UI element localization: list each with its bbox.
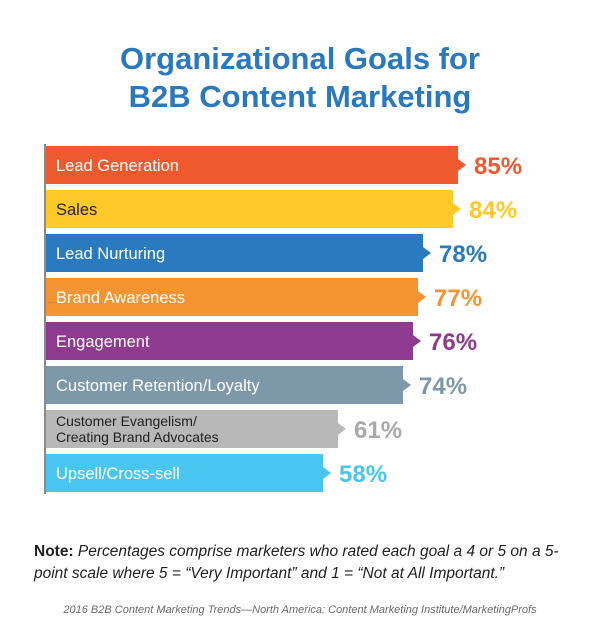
note-text: Percentages comprise marketers who rated… [34, 543, 559, 582]
category-label-4: Brand Awareness [56, 289, 185, 307]
category-label-7: Customer Evangelism/Creating Brand Advoc… [56, 413, 219, 445]
bar-2 [46, 190, 461, 228]
bar-6 [46, 366, 411, 404]
bar-8 [46, 454, 331, 492]
bar-7 [46, 410, 346, 448]
bar-chart: Lead Generation 85% Sales 84% Lead Nurturing… [44, 144, 522, 494]
chart-note: Note: Percentages comprise marketers who… [34, 541, 574, 585]
category-label-8: Upsell/Cross-sell [56, 465, 180, 483]
chart-title-line-1: Organizational Goals for [120, 41, 480, 76]
category-label-6: Customer Retention/Loyalty [56, 377, 260, 395]
bar-1 [46, 146, 466, 184]
note-label: Note: [34, 543, 74, 560]
value-label-5: 76% [429, 329, 477, 356]
category-label-1: Lead Generation [56, 157, 179, 175]
value-label-7: 61% [354, 417, 402, 444]
category-label-3: Lead Nurturing [56, 245, 165, 263]
value-label-3: 78% [439, 241, 487, 268]
value-label-4: 77% [434, 285, 482, 312]
bar-3 [46, 234, 431, 272]
category-label-5: Engagement [56, 333, 150, 351]
value-label-6: 74% [419, 373, 467, 400]
value-label-1: 85% [474, 153, 522, 180]
category-label-2: Sales [56, 201, 97, 219]
chart-title-line-2: B2B Content Marketing [128, 79, 472, 114]
value-label-2: 84% [469, 197, 517, 224]
chart-title: Organizational Goals for B2B Content Mar… [0, 40, 600, 116]
source-credit: 2016 B2B Content Marketing Trends—North … [63, 604, 537, 616]
bar-5 [46, 322, 421, 360]
bar-4 [46, 278, 426, 316]
value-label-8: 58% [339, 461, 387, 488]
